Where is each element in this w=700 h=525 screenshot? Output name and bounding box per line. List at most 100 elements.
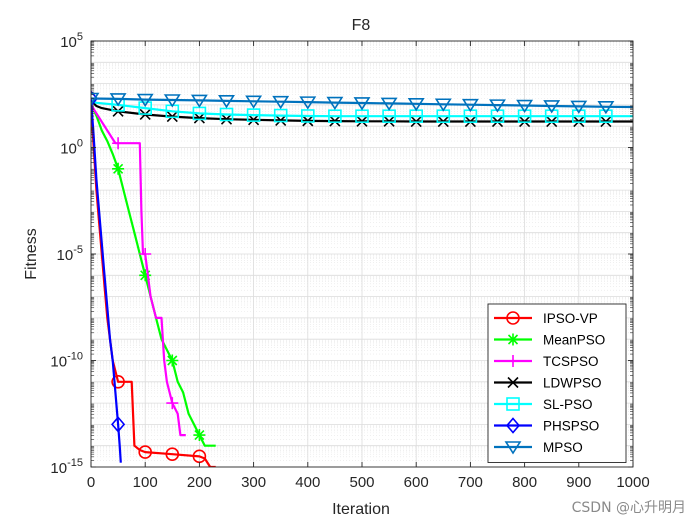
watermark: CSDN @心升明月 [571,500,686,516]
legend-label: TCSPSO [543,354,599,369]
series-marker [245,95,263,109]
series-marker [112,137,125,150]
x-tick-label: 200 [187,474,212,491]
legend-label: IPSO-VP [543,311,598,326]
series-marker [91,90,99,107]
series-marker [138,101,152,115]
series-marker [165,447,180,462]
series-mpso [91,92,633,115]
series-marker [112,162,125,175]
series-marker [193,429,206,442]
legend-marker [507,355,519,367]
series-marker [219,107,234,122]
y-axis-label: Fitness [23,228,40,280]
series-marker [111,374,125,389]
series-marker [163,94,181,108]
series-marker [139,269,152,282]
series-marker [328,109,342,123]
series-marker [353,97,371,111]
x-tick-label: 700 [458,474,483,491]
series-line [91,98,122,463]
series-marker [599,109,613,123]
series-marker [109,93,127,107]
series-marker [220,113,233,125]
axes: 0 100 200 300 400 500 600 700 800 900 1000 105 100 10… [50,31,649,491]
y-tick-label: 105 [60,31,83,51]
x-tick-label: 600 [404,474,429,491]
series-marker [300,109,315,123]
series-marker [166,354,179,367]
series-line [91,97,633,109]
series-phspso [91,90,126,463]
x-tick-label: 0 [87,474,95,491]
series-marker [299,96,317,110]
legend-label: LDWPSO [543,376,602,391]
series-marker [380,97,398,111]
legend-item: TCSPSO [494,354,599,369]
series-marker [329,115,341,127]
series-marker [136,93,154,108]
legend-label: MPSO [543,440,583,455]
y-tick-label: 10-15 [50,457,83,477]
legend: IPSO-VP MeanPSO TCSPSO LDWPSO SL-PSO PHSPSO MP… [487,303,627,463]
legend-item: SL-PSO [494,397,593,412]
series-marker [383,115,395,127]
x-tick-label: 400 [295,474,320,491]
y-tick-label: 100 [60,138,83,158]
legend-marker [507,376,519,389]
legend-marker [507,333,519,346]
legend-marker [505,417,521,434]
series-marker [356,115,368,127]
series-marker [570,100,588,114]
legend-item: IPSO-VP [494,311,598,326]
series-marker [111,416,126,433]
series-marker [543,100,561,114]
plot-area [91,90,633,467]
series-marker [166,397,179,410]
series-marker [248,114,260,126]
series-marker [571,109,586,123]
legend-label: SL-PSO [543,397,593,412]
legend-item: PHSPSO [494,417,599,434]
series-marker [516,99,534,114]
x-tick-label: 800 [512,474,537,491]
series-marker [407,98,425,112]
x-tick-label: 500 [349,474,374,491]
chart-title: F8 [352,17,371,34]
legend-item: LDWPSO [494,376,602,391]
series-line [91,99,633,118]
series-marker [138,445,152,459]
series-tcspso [91,104,186,437]
series-marker [326,96,344,111]
series-marker [273,108,288,123]
series-marker [302,115,314,127]
series-marker [246,108,261,122]
x-axis-label: Iteration [332,501,390,518]
legend-label: PHSPSO [543,419,599,434]
series-marker [190,94,208,108]
series-marker [275,114,287,127]
series-marker [193,112,205,124]
series-marker [489,99,506,113]
series-marker [434,98,452,112]
x-tick-label: 300 [241,474,266,491]
x-tick-label: 100 [133,474,158,491]
series-marker [544,109,559,123]
series-marker [91,92,100,107]
x-tick-label: 1000 [616,474,649,491]
series-line [91,104,186,437]
legend-marker [506,397,520,411]
series-marker [272,95,290,110]
legend-item: MPSO [494,440,583,455]
series-marker [461,98,479,113]
series-marker [218,95,235,109]
series-marker [139,248,152,260]
y-tick-label: 10-10 [50,351,83,371]
x-tick-label: 900 [566,474,591,491]
legend-item: MeanPSO [494,333,605,348]
legend-marker [506,311,520,325]
legend-marker [504,441,522,455]
series-sl-pso [91,98,633,123]
legend-label: MeanPSO [543,333,605,348]
